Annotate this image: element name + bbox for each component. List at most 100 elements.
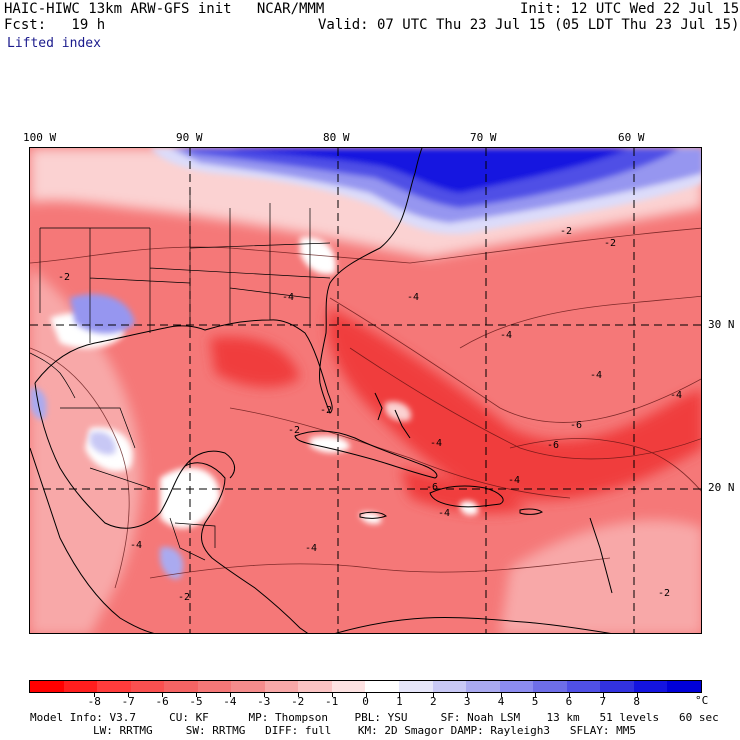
colorbar-label: -8: [87, 695, 101, 708]
coastline-puerto-rico: [519, 508, 543, 515]
colorbar-segment: [667, 681, 701, 692]
colorbar-label: 6: [565, 695, 573, 708]
colorbar-tick: [162, 693, 164, 697]
contour-line-6: [149, 557, 611, 579]
colorbar-tick: [94, 693, 96, 697]
contour-label: -6: [426, 482, 438, 493]
contour-label: -2: [58, 272, 70, 283]
contour-line-3: [329, 297, 701, 423]
colorbar-label: 7: [599, 695, 607, 708]
contour-line-7: [459, 295, 701, 349]
colorbar-label: 1: [396, 695, 403, 708]
contour-line-8: [509, 438, 701, 492]
coastline-cuba: [294, 430, 438, 479]
colorbar-segment: [130, 681, 165, 692]
colorbar-label: -3: [257, 695, 271, 708]
colorbar-label: 3: [463, 695, 471, 708]
model-info-line2: LW: RRTMG SW: RRTMG DIFF: full KM: 2D Sm…: [93, 724, 637, 737]
colorbar-segment: [633, 681, 668, 692]
lon-label-70w: 70 W: [470, 131, 497, 144]
lon-label-90w: 90 W: [176, 131, 203, 144]
colorbar-label: -2: [291, 695, 305, 708]
contour-line-5: [229, 407, 571, 499]
colorbar-segment: [97, 681, 131, 692]
contour-label: -4: [430, 438, 442, 449]
coastline-bahamas-1: [374, 392, 383, 421]
coastline-hispaniola: [429, 485, 504, 508]
field-strong-gulf: [210, 336, 300, 388]
colorbar-segment: [432, 681, 467, 692]
colorbar-unit: °C: [695, 694, 709, 707]
model-info-line1: Model Info: V3.7 CU: KF MP: Thompson PBL…: [30, 711, 719, 724]
colorbar-label: 8: [633, 695, 640, 708]
coastline-bahamas-2: [394, 409, 411, 439]
lat-label-20n: 20 N: [708, 481, 735, 494]
contour-label: -2: [560, 226, 572, 237]
colorbar-tick: [297, 693, 299, 697]
border-us-mexico: [30, 352, 76, 399]
coastline-jamaica: [359, 511, 387, 519]
colorbar-label: 2: [429, 695, 437, 708]
colorbar-segment: [566, 681, 601, 692]
field-light-se: [500, 520, 701, 633]
contour-line-4: [349, 347, 701, 460]
blue-patch-mexico: [90, 431, 116, 455]
colorbar-label: 0: [362, 695, 369, 708]
contour-label: -4: [407, 292, 419, 303]
init-time: Init: 12 UTC Wed 22 Jul 15: [520, 1, 740, 17]
colorbar: [29, 680, 702, 693]
colorbar-tick: [467, 693, 469, 697]
contour-label: -2: [604, 238, 616, 249]
valid-time: Valid: 07 UTC Thu 23 Jul 15 (05 LDT Thu …: [318, 17, 740, 33]
colorbar-tick: [196, 693, 197, 697]
white-patch-hispaniola: [460, 501, 479, 516]
colorbar-segment: [197, 681, 232, 692]
colorbar-tick: [535, 693, 536, 697]
coastline-south-america: [335, 616, 611, 633]
colorbar-tick: [229, 693, 231, 697]
lon-label-100w: 100 W: [23, 131, 57, 144]
coastline-us: [34, 148, 423, 414]
coastline-lesser-antilles: [589, 517, 613, 594]
contour-label: -2: [658, 588, 670, 599]
colorbar-label: 5: [531, 695, 539, 708]
forecast-hour: Fcst: 19 h: [4, 17, 106, 33]
colorbar-segment: [331, 681, 366, 692]
field-strong-cuba: [400, 468, 530, 514]
contour-label: -2: [288, 425, 300, 436]
contour-line-2: [30, 347, 130, 589]
colorbar-tick: [568, 693, 570, 697]
colorbar-segment: [164, 681, 198, 692]
field-name: Lifted index: [7, 36, 101, 51]
white-patch-cuba: [310, 436, 350, 453]
colorbar-segment: [30, 681, 64, 692]
colorbar-label: -5: [189, 695, 203, 708]
contour-label: -4: [130, 540, 142, 551]
blue-patch-texas: [70, 294, 135, 334]
contour-label: -6: [570, 420, 582, 431]
colorbar-label: 4: [497, 695, 505, 708]
map-svg: -2 -2 -4 -4 -2 -4 -2 -4 -6 -6 -4 -2 -4 -…: [30, 148, 701, 633]
coastline-mexico-west: [30, 447, 155, 633]
colorbar-label: -7: [121, 695, 135, 708]
colorbar-tick: [636, 693, 638, 697]
colorbar-tick: [263, 693, 265, 697]
colorbar-label: -6: [155, 695, 169, 708]
colorbar-segment: [466, 681, 500, 692]
blue-patch-central-america: [160, 547, 184, 579]
field-strong-band: [327, 308, 701, 500]
contour-label: -4: [508, 475, 520, 486]
colorbar-label: -4: [223, 695, 237, 708]
contour-label: -2: [178, 592, 190, 603]
lat-label-30n: 30 N: [708, 318, 735, 331]
lon-label-60w: 60 W: [618, 131, 645, 144]
model-title: HAIC-HIWC 13km ARW-GFS init NCAR/MMM: [4, 1, 325, 17]
colorbar-label: -1: [324, 695, 339, 708]
white-patch-bahamas: [385, 401, 411, 422]
blue-strong-north: [230, 148, 630, 193]
colorbar-tick: [331, 693, 333, 697]
contour-label: -4: [305, 543, 317, 554]
contour-label: -4: [670, 390, 682, 401]
colorbar-tick: [128, 693, 130, 697]
colorbar-segment: [600, 681, 634, 692]
